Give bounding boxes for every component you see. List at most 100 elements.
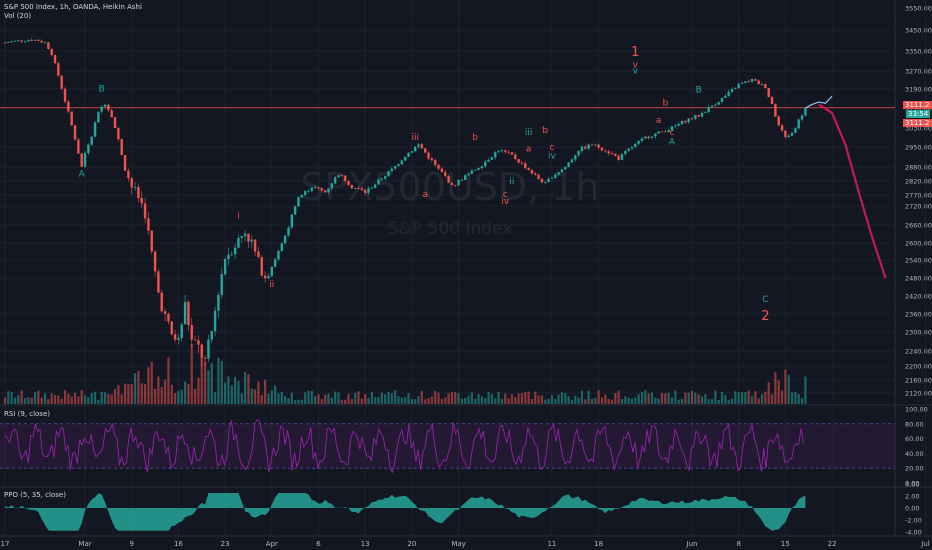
candle-body <box>477 168 480 170</box>
volume-bar <box>430 396 433 404</box>
candle-body <box>90 136 93 145</box>
volume-bar <box>507 398 510 404</box>
candle-body <box>300 195 304 198</box>
candle-body <box>574 155 577 160</box>
volume-bar <box>214 392 217 404</box>
volume-bar <box>704 394 707 404</box>
candle-body <box>273 259 277 267</box>
candle-body <box>143 203 147 219</box>
volume-bar <box>700 396 704 404</box>
x-tick-label: 8 <box>736 540 740 548</box>
candle-body <box>420 144 424 149</box>
volume-bar <box>130 383 133 404</box>
last-price-badge: 3111.2 <box>903 119 932 127</box>
volume-bar <box>220 360 223 404</box>
volume-bar <box>324 394 327 404</box>
volume-bar <box>394 390 397 404</box>
volume-bar <box>43 393 47 404</box>
volume-bar <box>260 394 263 404</box>
volume-bar <box>254 389 257 404</box>
volume-bar <box>197 377 200 404</box>
volume-bar <box>330 397 333 404</box>
volume-bar <box>707 399 710 404</box>
volume-bar <box>414 399 417 404</box>
volume-bar <box>37 390 40 404</box>
rsi-tick-label: 80.00 <box>905 420 924 428</box>
volume-bar <box>53 395 57 404</box>
volume-bar <box>334 391 337 404</box>
volume-bar <box>540 395 544 404</box>
candle-body <box>407 152 410 157</box>
candle-body <box>704 111 707 113</box>
candle-body <box>197 340 200 345</box>
volume-bar <box>780 390 784 404</box>
volume-bar <box>520 393 524 404</box>
volume-bar <box>474 398 477 404</box>
volume-bar <box>774 372 777 404</box>
candle-body <box>794 128 797 133</box>
volume-bar <box>617 390 620 404</box>
wave-label: c <box>670 128 675 138</box>
candle-body <box>790 132 794 136</box>
candle-body <box>474 169 477 171</box>
volume-bar <box>17 395 20 404</box>
volume-bar <box>240 393 243 404</box>
y-tick-label: 3270.00 <box>905 68 932 76</box>
candle-body <box>363 190 367 193</box>
volume-bar <box>107 394 110 404</box>
volume-bar <box>350 399 353 404</box>
candle-body <box>257 251 260 258</box>
volume-bar <box>100 391 103 404</box>
volume-bar <box>547 398 550 404</box>
ppo-tick-label: 0.00 <box>905 505 919 513</box>
candle-body <box>517 159 520 163</box>
volume-bar <box>417 395 420 404</box>
volume-bar <box>530 399 534 404</box>
volume-bar <box>217 357 220 404</box>
ppo-label: PPO (5, 35, close) <box>4 491 66 499</box>
volume-bar <box>270 390 273 404</box>
candle-body <box>430 158 434 161</box>
candle-body <box>514 154 517 160</box>
volume-bar <box>300 399 303 404</box>
candle-body <box>800 115 804 120</box>
volume-bar <box>657 398 660 404</box>
volume-bar <box>347 393 350 404</box>
candle-body <box>624 151 627 155</box>
candle-body <box>417 144 420 147</box>
volume-bar <box>137 370 140 404</box>
volume-bar <box>110 394 113 404</box>
wave-label: c <box>549 143 554 153</box>
candle-body <box>484 161 487 167</box>
candle-body <box>240 236 243 238</box>
candle-body <box>220 274 223 295</box>
candle-body <box>767 88 770 97</box>
x-tick-label: 16 <box>174 540 183 548</box>
candle-body <box>253 239 257 252</box>
x-tick-label: Mar <box>78 540 91 548</box>
volume-bar <box>410 399 413 404</box>
y-tick-label: 3030.00 <box>905 125 932 133</box>
candle-body <box>410 151 414 153</box>
volume-bar <box>83 395 87 404</box>
candle-body <box>720 97 724 103</box>
volume-bar <box>467 395 470 404</box>
y-tick-label: 2950.00 <box>905 144 932 152</box>
volume-bar <box>440 399 443 404</box>
volume-bar <box>290 392 293 404</box>
countdown-badge: 33:54 <box>906 110 931 118</box>
volume-bar <box>397 396 400 404</box>
volume-bar <box>284 395 287 404</box>
x-tick-label: Jun <box>686 540 698 548</box>
y-tick-label: 2660.00 <box>905 222 932 230</box>
candle-body <box>47 42 50 49</box>
wave-label: ii <box>269 280 274 290</box>
candle-body <box>317 187 320 189</box>
candle-body <box>353 188 357 189</box>
volume-bar <box>193 388 197 404</box>
volume-bar <box>224 382 227 404</box>
y-tick-label: 3350.00 <box>905 48 932 56</box>
rsi-tick-label: 60.00 <box>905 435 924 443</box>
volume-bar <box>514 397 517 404</box>
